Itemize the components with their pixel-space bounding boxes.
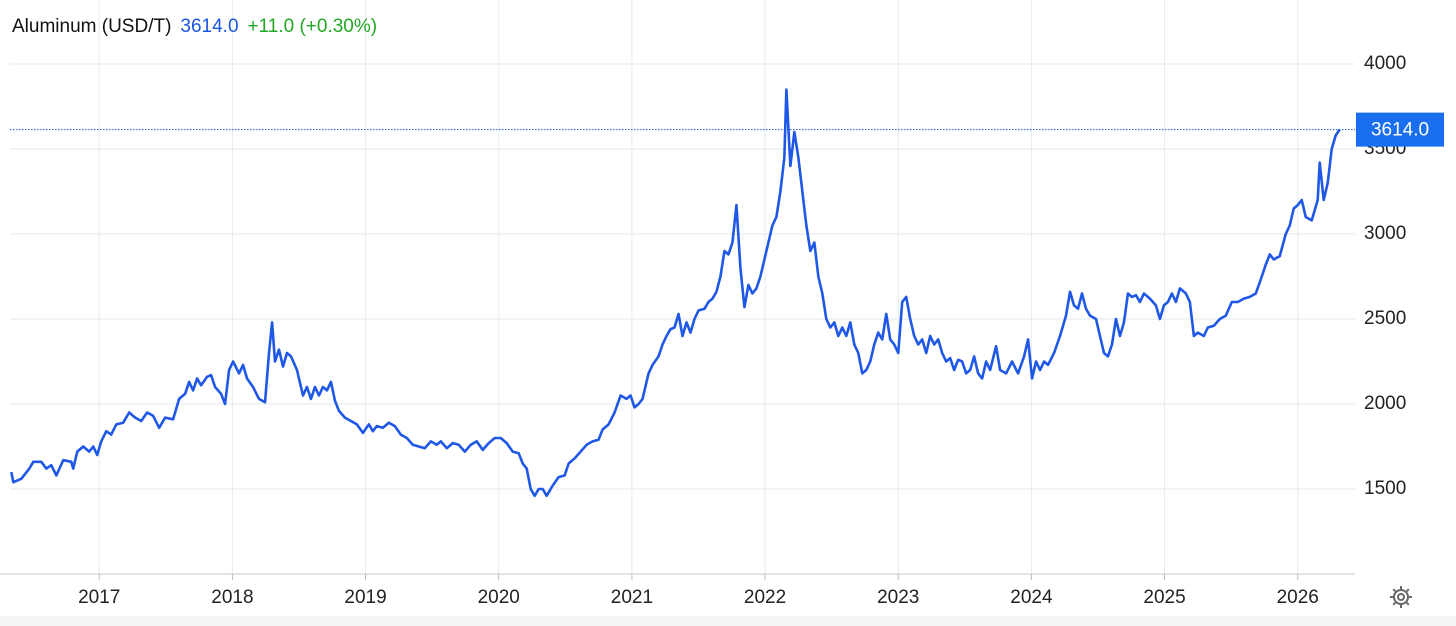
y-tick-label: 2000 xyxy=(1364,393,1406,414)
price: 3614.0 xyxy=(180,16,239,37)
x-tick-label: 2026 xyxy=(1277,587,1319,608)
x-tick-label: 2018 xyxy=(211,587,253,608)
footer-strip xyxy=(0,616,1456,626)
last-price-badge xyxy=(1356,112,1444,147)
settings-icon[interactable] xyxy=(1390,586,1412,608)
y-tick-label: 4000 xyxy=(1364,53,1406,74)
price-line xyxy=(10,88,1341,498)
y-tick-label: 3000 xyxy=(1364,223,1406,244)
x-tick-label: 2022 xyxy=(744,587,786,608)
y-tick-label: 2500 xyxy=(1364,308,1406,329)
x-tick-label: 2025 xyxy=(1143,587,1185,608)
x-tick-label: 2024 xyxy=(1010,587,1053,608)
x-tick-label: 2020 xyxy=(478,587,520,608)
x-tick-label: 2023 xyxy=(877,587,919,608)
y-tick-label: 1500 xyxy=(1364,478,1406,499)
x-tick-label: 2021 xyxy=(611,587,653,608)
x-tick-label: 2017 xyxy=(78,587,120,608)
change: +11.0 (+0.30%) xyxy=(247,16,378,37)
last-price-label: 3614.0 xyxy=(1371,120,1429,141)
header: Aluminum (USD/T) 3614.0 +11.0 (+0.30%) xyxy=(12,16,386,38)
x-tick-label: 2019 xyxy=(344,587,386,608)
instrument-name: Aluminum (USD/T) xyxy=(12,16,172,37)
